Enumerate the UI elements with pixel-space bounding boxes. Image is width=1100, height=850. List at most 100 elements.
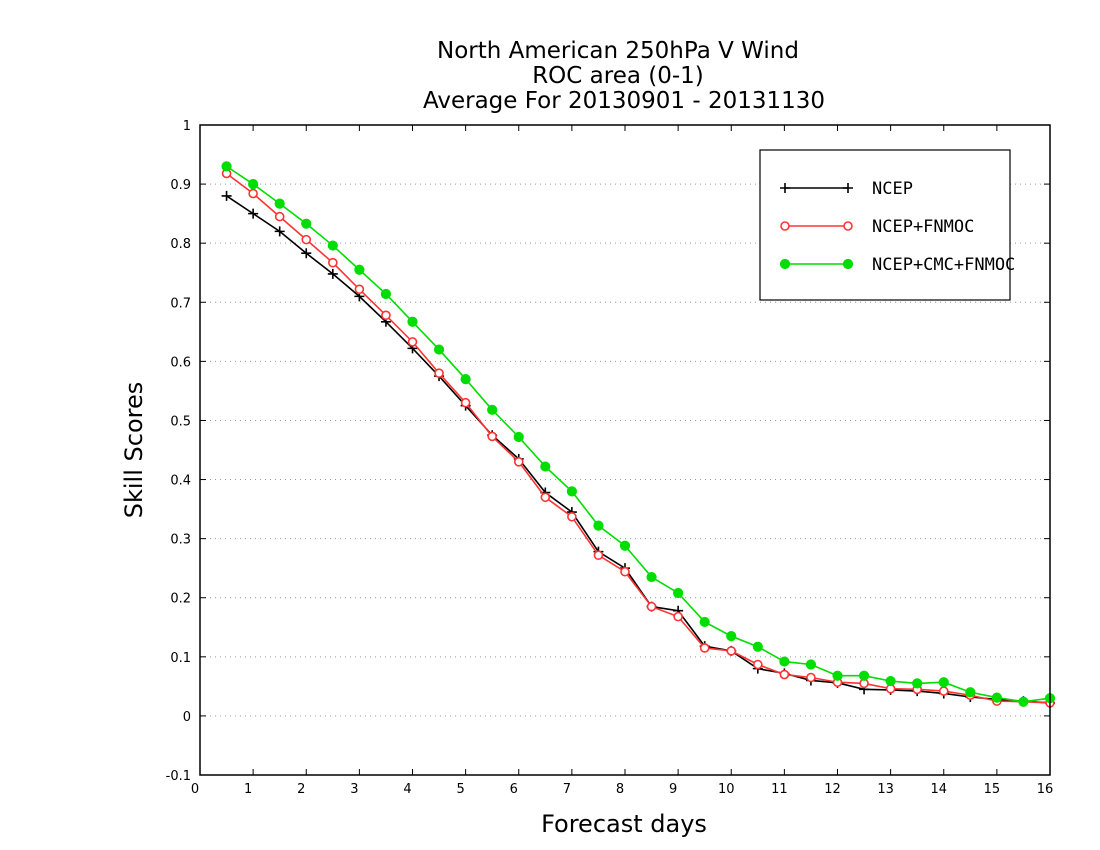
x-tick-label: 15 <box>984 782 1001 797</box>
title-line-1: North American 250hPa V Wind <box>437 38 799 64</box>
data-series <box>221 161 1056 708</box>
data-point <box>885 675 896 687</box>
legend-label: NCEP <box>872 179 913 199</box>
data-point <box>274 198 285 209</box>
legend-label: NCEP+FNMOC <box>872 217 974 237</box>
data-point <box>301 234 312 245</box>
x-tick-label: 11 <box>771 782 788 797</box>
x-tick-label: 13 <box>877 782 894 797</box>
x-tick-label: 0 <box>191 782 199 797</box>
axis-ticks: -0.100.10.20.30.40.50.60.70.80.910 1 2 3 4 5 6… <box>166 119 1054 797</box>
data-point <box>513 457 524 467</box>
y-tick-label: 1 <box>183 119 191 134</box>
series-ncep-cmc-fnmoc <box>221 161 1056 707</box>
data-point <box>593 520 604 531</box>
plot-frame <box>199 124 1051 776</box>
x-tick-label: 5 <box>456 782 464 797</box>
data-point <box>487 404 498 415</box>
data-point <box>593 550 604 560</box>
data-point <box>460 373 471 385</box>
x-tick-label: 2 <box>297 782 305 797</box>
data-point <box>832 670 843 681</box>
x-tick-label: 10 <box>718 782 735 797</box>
data-point <box>354 284 365 295</box>
data-point <box>301 248 312 259</box>
data-point <box>434 368 444 378</box>
data-point <box>433 344 445 355</box>
data-point <box>646 601 657 612</box>
x-tick-label: 1 <box>244 782 252 797</box>
data-point <box>779 669 790 680</box>
data-point <box>619 540 631 551</box>
legend-marker <box>779 258 791 270</box>
legend-label: NCEP+CMC+FNMOC <box>872 255 1015 275</box>
data-point <box>248 208 259 219</box>
data-point <box>381 310 391 321</box>
y-tick-label: -0.1 <box>166 769 191 784</box>
gridlines <box>200 183 1050 717</box>
y-tick-label: 0.8 <box>170 237 191 252</box>
legend-marker <box>843 183 853 193</box>
x-tick-label: 14 <box>930 782 947 797</box>
data-point <box>726 631 737 642</box>
data-point <box>991 692 1002 703</box>
title-line-3: Average For 20130901 - 20131130 <box>423 88 825 114</box>
y-tick-label: 0 <box>183 710 191 725</box>
data-point <box>327 268 338 279</box>
data-point <box>752 641 763 652</box>
data-point <box>805 659 817 670</box>
y-tick-label: 0.3 <box>170 533 191 548</box>
data-point <box>753 659 763 670</box>
data-point <box>301 218 312 229</box>
x-tick-label: 4 <box>403 782 411 797</box>
data-point <box>460 397 471 408</box>
data-point <box>540 492 551 503</box>
data-point <box>407 316 418 327</box>
x-tick-label: 16 <box>1037 782 1054 797</box>
x-tick-label: 7 <box>563 782 571 797</box>
data-point <box>248 188 258 199</box>
data-point <box>938 677 949 688</box>
y-tick-label: 0.2 <box>170 592 191 607</box>
data-point <box>912 678 923 689</box>
y-tick-label: 0.5 <box>170 414 191 429</box>
data-point <box>221 161 232 172</box>
data-point <box>806 672 816 683</box>
data-point <box>567 511 577 522</box>
data-point <box>620 566 630 577</box>
data-point <box>566 486 577 497</box>
data-point <box>699 643 710 653</box>
data-point <box>274 226 285 237</box>
y-tick-label: 0.1 <box>170 651 191 666</box>
data-point <box>779 656 790 667</box>
data-point <box>327 240 338 251</box>
x-tick-label: 8 <box>616 782 624 797</box>
legend: NCEP NCEP+FNMOC NCEP+CMC+FNMOC <box>759 149 1015 301</box>
title-line-2: ROC area (0-1) <box>532 63 704 89</box>
data-point <box>673 611 683 622</box>
y-tick-label: 0.9 <box>170 178 191 193</box>
data-point <box>726 646 737 656</box>
data-point <box>328 257 338 268</box>
data-point <box>354 264 365 275</box>
data-point <box>858 670 870 681</box>
data-point <box>965 687 976 698</box>
data-point <box>646 571 657 583</box>
data-point <box>221 190 232 201</box>
data-point <box>274 211 285 222</box>
y-axis-label: Skill Scores <box>120 382 148 519</box>
x-tick-label: 9 <box>669 782 677 797</box>
chart-title: North American 250hPa V Wind ROC area (0… <box>423 38 825 114</box>
data-point <box>407 337 418 347</box>
data-point <box>487 431 497 442</box>
legend-marker <box>780 183 790 193</box>
legend-marker <box>843 221 853 231</box>
y-tick-label: 0.7 <box>170 296 191 311</box>
data-point <box>1018 696 1029 707</box>
data-point <box>938 686 949 696</box>
legend-marker <box>780 221 790 231</box>
legend-box <box>759 149 1011 301</box>
data-point <box>699 616 710 628</box>
y-tick-label: 0.6 <box>170 355 191 370</box>
